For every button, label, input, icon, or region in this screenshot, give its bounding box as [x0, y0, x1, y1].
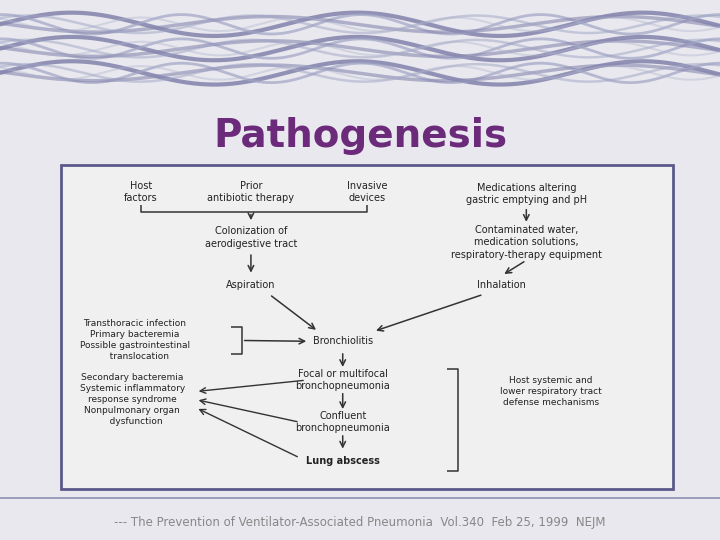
Text: Prior
antibiotic therapy: Prior antibiotic therapy [207, 181, 294, 204]
Text: Secondary bacteremia
Systemic inflammatory
response syndrome
Nonpulmonary organ
: Secondary bacteremia Systemic inflammato… [79, 373, 185, 426]
Text: Transthoracic infection
Primary bacteremia
Possible gastrointestinal
   transloc: Transthoracic infection Primary bacterem… [79, 319, 189, 361]
Text: Pathogenesis: Pathogenesis [213, 117, 507, 156]
Text: Host systemic and
lower respiratory tract
defense mechanisms: Host systemic and lower respiratory trac… [500, 376, 602, 407]
Text: Invasive
devices: Invasive devices [347, 181, 387, 204]
Text: Medications altering
gastric emptying and pH: Medications altering gastric emptying an… [466, 183, 587, 205]
Text: Focal or multifocal
bronchopneumonia: Focal or multifocal bronchopneumonia [295, 369, 390, 392]
Text: Confluent
bronchopneumonia: Confluent bronchopneumonia [295, 411, 390, 434]
Text: Lung abscess: Lung abscess [306, 456, 379, 466]
Text: Host
factors: Host factors [124, 181, 158, 204]
Text: Aspiration: Aspiration [226, 280, 276, 289]
Text: Bronchiolitis: Bronchiolitis [312, 336, 373, 346]
Text: Colonization of
aerodigestive tract: Colonization of aerodigestive tract [204, 226, 297, 249]
Text: Contaminated water,
medication solutions,
respiratory-therapy equipment: Contaminated water, medication solutions… [451, 225, 602, 260]
Text: --- The Prevention of Ventilator-Associated Pneumonia  Vol.340  Feb 25, 1999  NE: --- The Prevention of Ventilator-Associa… [114, 516, 606, 529]
Text: Inhalation: Inhalation [477, 280, 526, 289]
